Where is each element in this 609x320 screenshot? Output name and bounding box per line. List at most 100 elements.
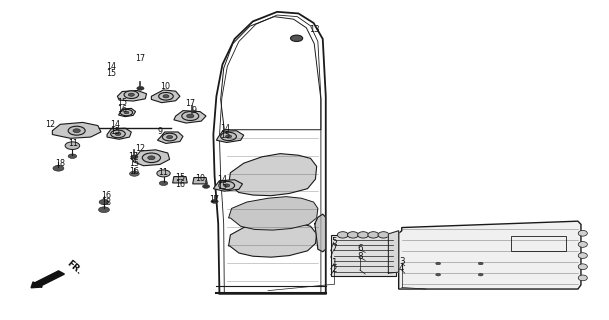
Text: 2: 2 (331, 265, 336, 275)
Text: 18: 18 (101, 197, 111, 206)
Polygon shape (107, 128, 132, 139)
Ellipse shape (578, 264, 587, 270)
Circle shape (188, 111, 195, 115)
Ellipse shape (357, 232, 368, 238)
Circle shape (130, 171, 139, 176)
Text: 15: 15 (106, 69, 116, 78)
Circle shape (219, 181, 234, 190)
Text: 17: 17 (128, 152, 138, 161)
Circle shape (224, 184, 230, 187)
FancyArrow shape (31, 271, 65, 288)
Text: 6: 6 (357, 244, 362, 253)
Circle shape (68, 126, 85, 135)
Ellipse shape (578, 253, 587, 259)
Circle shape (73, 129, 80, 132)
Text: 18: 18 (55, 159, 65, 168)
Circle shape (167, 135, 172, 139)
Circle shape (143, 153, 161, 163)
Polygon shape (228, 197, 318, 230)
Circle shape (186, 114, 194, 118)
Circle shape (436, 262, 440, 265)
Text: 17: 17 (209, 195, 220, 204)
Circle shape (160, 181, 168, 186)
Circle shape (128, 93, 135, 96)
Bar (331, 235, 396, 276)
Polygon shape (118, 91, 147, 101)
Circle shape (181, 112, 199, 121)
Ellipse shape (348, 232, 359, 238)
Circle shape (121, 109, 133, 116)
Text: FR.: FR. (65, 258, 83, 276)
Circle shape (478, 273, 483, 276)
Text: 8: 8 (357, 252, 362, 261)
Ellipse shape (368, 232, 379, 238)
Text: 16: 16 (117, 105, 127, 114)
Circle shape (148, 156, 155, 160)
Circle shape (115, 132, 121, 135)
Circle shape (436, 273, 440, 276)
Polygon shape (174, 111, 206, 123)
Text: 9: 9 (157, 127, 163, 136)
Text: 14: 14 (110, 120, 120, 129)
Text: 11: 11 (69, 139, 79, 148)
Text: 16: 16 (129, 167, 139, 176)
Text: 15: 15 (110, 127, 120, 136)
Circle shape (478, 262, 483, 265)
Polygon shape (315, 214, 326, 252)
Circle shape (159, 92, 173, 100)
Polygon shape (228, 221, 317, 257)
Polygon shape (213, 180, 242, 191)
Circle shape (124, 111, 129, 114)
Circle shape (211, 199, 218, 203)
Circle shape (99, 207, 110, 212)
Ellipse shape (578, 275, 587, 281)
Circle shape (68, 154, 77, 158)
Text: 1: 1 (331, 258, 336, 267)
Circle shape (225, 135, 231, 138)
Text: 17: 17 (185, 99, 195, 108)
Text: 7: 7 (331, 244, 337, 253)
Circle shape (111, 130, 125, 138)
Circle shape (124, 91, 139, 99)
Text: 9: 9 (191, 106, 197, 115)
Polygon shape (152, 90, 180, 103)
Circle shape (131, 155, 138, 159)
Circle shape (290, 35, 303, 42)
Circle shape (202, 185, 209, 188)
Text: 5: 5 (331, 237, 337, 246)
Polygon shape (52, 123, 101, 138)
Polygon shape (119, 108, 136, 117)
Text: 3: 3 (399, 258, 404, 267)
Text: 10: 10 (195, 174, 205, 183)
Text: 15: 15 (217, 182, 228, 191)
Bar (511, 236, 566, 251)
Polygon shape (389, 231, 399, 273)
Text: 11: 11 (158, 168, 169, 177)
Text: 16: 16 (101, 190, 111, 200)
Text: 4: 4 (399, 264, 404, 274)
Circle shape (163, 95, 169, 98)
Circle shape (220, 132, 236, 140)
Text: 15: 15 (220, 131, 231, 140)
Circle shape (99, 199, 109, 204)
Text: 13: 13 (309, 25, 319, 34)
Ellipse shape (578, 230, 587, 236)
Polygon shape (133, 150, 170, 166)
Text: 17: 17 (135, 53, 146, 62)
Text: 12: 12 (135, 144, 146, 153)
Polygon shape (158, 132, 183, 143)
Polygon shape (192, 178, 207, 184)
Text: 15: 15 (175, 173, 185, 182)
Text: 10: 10 (160, 82, 170, 91)
Text: 15: 15 (129, 159, 139, 168)
Circle shape (157, 170, 171, 177)
Ellipse shape (337, 232, 348, 238)
Polygon shape (216, 131, 244, 142)
Ellipse shape (578, 242, 587, 247)
Text: 14: 14 (220, 124, 231, 133)
Ellipse shape (378, 232, 389, 238)
Polygon shape (172, 177, 187, 183)
Circle shape (65, 142, 80, 149)
Text: 16: 16 (175, 180, 185, 189)
Text: 14: 14 (217, 175, 228, 184)
